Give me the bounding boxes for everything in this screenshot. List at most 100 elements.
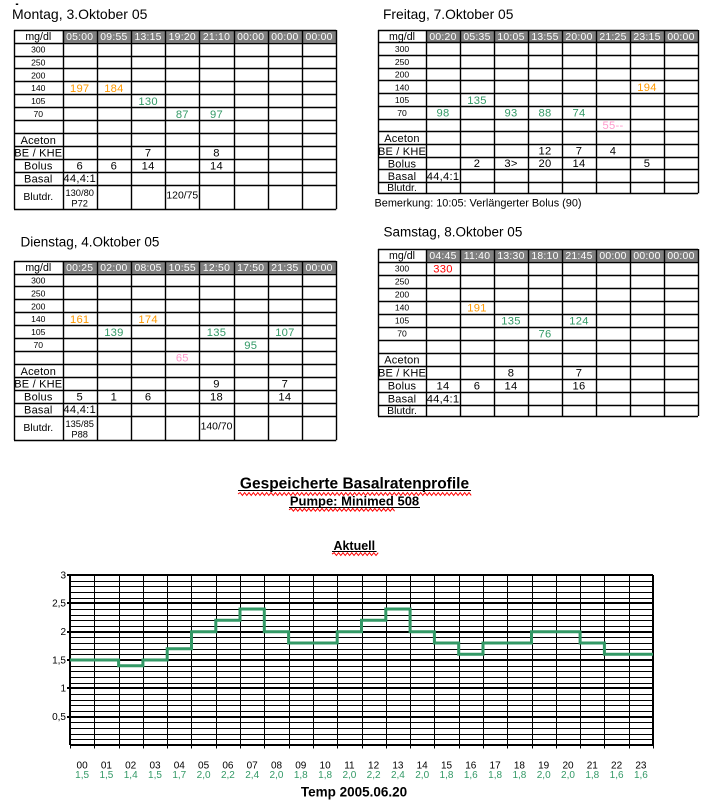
svg-text:Basal: Basal — [24, 174, 53, 186]
svg-text:2,2: 2,2 — [221, 770, 235, 781]
svg-text:140: 140 — [31, 314, 46, 324]
svg-text:Montag, 3.Oktober 05: Montag, 3.Oktober 05 — [12, 6, 148, 22]
svg-text:12:50: 12:50 — [203, 263, 230, 274]
svg-text:1,8: 1,8 — [294, 770, 308, 781]
svg-text:Aktuell: Aktuell — [333, 539, 375, 553]
svg-text:00:00: 00:00 — [237, 32, 264, 43]
svg-text:1,5: 1,5 — [52, 655, 66, 666]
svg-text:21: 21 — [587, 760, 599, 771]
svg-text:130: 130 — [138, 96, 157, 108]
svg-text:44,4:1: 44,4:1 — [63, 404, 96, 416]
svg-text:250: 250 — [31, 288, 46, 298]
svg-text:05:00: 05:00 — [66, 32, 93, 43]
svg-text:Aceton: Aceton — [21, 366, 56, 378]
svg-text:2,0: 2,0 — [342, 770, 356, 781]
svg-text:P72: P72 — [71, 198, 88, 208]
svg-text:3: 3 — [60, 570, 66, 581]
svg-text:6: 6 — [474, 380, 480, 392]
svg-text:Basal: Basal — [24, 404, 53, 416]
svg-text:14: 14 — [573, 158, 586, 170]
svg-text:mg/dl: mg/dl — [25, 262, 51, 274]
svg-text:10:05: 10:05 — [497, 32, 524, 43]
svg-text:88: 88 — [539, 108, 552, 120]
svg-text:09:55: 09:55 — [100, 32, 127, 43]
svg-text:2,5: 2,5 — [52, 599, 66, 610]
svg-text:03: 03 — [149, 760, 161, 771]
svg-text:2,0: 2,0 — [197, 770, 211, 781]
svg-text:14: 14 — [417, 760, 429, 771]
svg-text:20: 20 — [539, 158, 552, 170]
svg-text:65: 65 — [176, 353, 189, 365]
svg-text:13: 13 — [392, 760, 404, 771]
svg-text:mg/dl: mg/dl — [389, 250, 415, 262]
svg-text:Blutdr.: Blutdr. — [23, 422, 53, 434]
svg-text:3>: 3> — [504, 158, 517, 170]
svg-text:05:35: 05:35 — [463, 32, 490, 43]
svg-text:00:00: 00:00 — [271, 32, 298, 43]
svg-text:23:15: 23:15 — [633, 32, 660, 43]
svg-text:BE / KHE: BE / KHE — [378, 146, 426, 158]
svg-text:2,0: 2,0 — [270, 770, 284, 781]
svg-text:7: 7 — [576, 367, 582, 379]
svg-text:00:00: 00:00 — [667, 32, 694, 43]
svg-text:197: 197 — [70, 83, 89, 95]
svg-text:11: 11 — [344, 760, 355, 771]
svg-text:08: 08 — [271, 760, 283, 771]
svg-text:BE / KHE: BE / KHE — [14, 148, 62, 160]
svg-text:250: 250 — [395, 277, 410, 287]
svg-text:1: 1 — [60, 684, 66, 695]
svg-text:1,4: 1,4 — [124, 770, 138, 781]
svg-text:Blutdr.: Blutdr. — [387, 405, 417, 417]
svg-text:300: 300 — [395, 264, 410, 274]
svg-text:140: 140 — [395, 82, 410, 92]
svg-text:135/85: 135/85 — [65, 419, 93, 429]
svg-text:mg/dl: mg/dl — [25, 31, 51, 43]
svg-text:200: 200 — [31, 70, 46, 80]
svg-text:08:05: 08:05 — [134, 263, 161, 274]
svg-text:09: 09 — [295, 760, 307, 771]
svg-text:00: 00 — [77, 760, 89, 771]
svg-text:161: 161 — [70, 314, 89, 326]
svg-text:105: 105 — [31, 96, 46, 106]
svg-text:Temp 2005.06.20: Temp 2005.06.20 — [301, 785, 407, 800]
svg-text:135: 135 — [467, 95, 486, 107]
svg-text:00:00: 00:00 — [305, 263, 332, 274]
svg-text:1: 1 — [111, 391, 117, 403]
svg-text:6: 6 — [76, 160, 82, 172]
svg-text:76: 76 — [539, 328, 552, 340]
svg-text:130/80: 130/80 — [65, 188, 93, 198]
svg-text:0,5: 0,5 — [52, 712, 66, 723]
svg-text:Aceton: Aceton — [384, 133, 419, 145]
svg-text:18: 18 — [210, 391, 223, 403]
svg-text:18:10: 18:10 — [531, 251, 558, 262]
svg-text:00:00: 00:00 — [633, 251, 660, 262]
svg-text:1,5: 1,5 — [75, 770, 89, 781]
svg-text:00:00: 00:00 — [667, 251, 694, 262]
svg-text:13:55: 13:55 — [531, 32, 558, 43]
svg-text:Gespeicherte Basalratenprofile: Gespeicherte Basalratenprofile — [240, 476, 470, 493]
svg-text:21:45: 21:45 — [565, 251, 592, 262]
svg-text:2,4: 2,4 — [391, 770, 405, 781]
svg-text:17: 17 — [490, 760, 502, 771]
svg-text:mg/dl: mg/dl — [389, 31, 415, 43]
svg-text:17:50: 17:50 — [237, 263, 264, 274]
svg-text:19: 19 — [538, 760, 550, 771]
svg-text:04:45: 04:45 — [429, 251, 456, 262]
svg-text:6: 6 — [145, 391, 151, 403]
svg-text:05: 05 — [198, 760, 210, 771]
svg-text:00:25: 00:25 — [66, 263, 93, 274]
svg-text:16: 16 — [465, 760, 477, 771]
svg-text:21:25: 21:25 — [599, 32, 626, 43]
svg-text:300: 300 — [31, 276, 46, 286]
svg-text:1,8: 1,8 — [512, 770, 526, 781]
svg-text:Freitag, 7.Oktober 05: Freitag, 7.Oktober 05 — [383, 7, 514, 22]
svg-text:2,4: 2,4 — [245, 770, 259, 781]
svg-text:11:40: 11:40 — [464, 251, 490, 262]
svg-text:13:30: 13:30 — [497, 251, 524, 262]
svg-text:Blutdr.: Blutdr. — [23, 191, 53, 203]
svg-text:70: 70 — [397, 108, 407, 118]
svg-text:140/70: 140/70 — [201, 422, 233, 433]
svg-text:105: 105 — [31, 327, 46, 337]
svg-text:174: 174 — [138, 314, 157, 326]
svg-text:98: 98 — [437, 108, 450, 120]
